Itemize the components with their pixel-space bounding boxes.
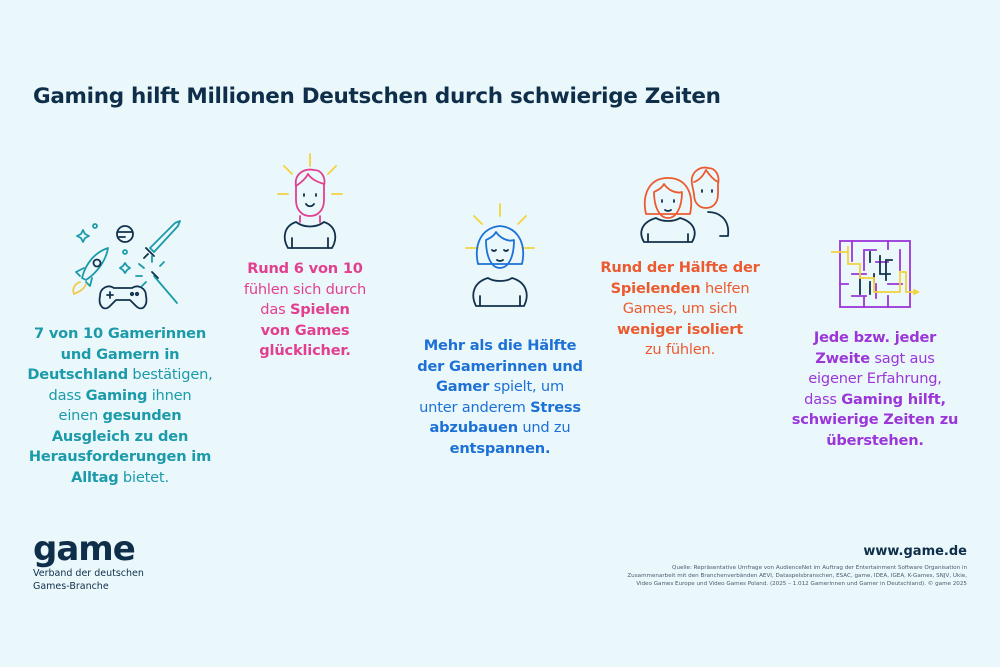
stat-text: Jede bzw. jeder Zweite sagt aus eigener Er… — [780, 328, 970, 451]
stat-line: von Games — [220, 321, 390, 342]
emphasis-text: Jede bzw. jeder — [813, 329, 937, 346]
body-text: fühlen sich durch — [243, 280, 367, 298]
emphasis-text: Ausgleich zu den — [51, 427, 189, 445]
body-text: spielt, um — [489, 378, 565, 395]
stat-line: unter anderem Stress — [400, 398, 600, 419]
stat-line: 7 von 10 Gamerinnen — [0, 324, 240, 345]
body-text: bietet. — [118, 468, 169, 486]
emphasis-text: glücklicher. — [259, 342, 351, 359]
emphasis-text: Herausforderungen im — [28, 448, 212, 465]
body-text: sagt aus — [869, 349, 935, 367]
stat-line: schwierige Zeiten zu — [780, 410, 970, 431]
emphasis-text: der Gamerinnen und — [417, 357, 583, 375]
body-text: einen — [58, 407, 103, 424]
emphasis-text: von Games — [260, 321, 350, 339]
stat-line: der Gamerinnen und — [400, 357, 600, 378]
stat-line: einen gesunden — [0, 406, 240, 427]
stat-line: entspannen. — [400, 439, 600, 460]
stat-text: 7 von 10 Gamerinnen und Gamern in Deutschl… — [0, 324, 240, 488]
emphasis-text: Gaming hilft, — [841, 390, 946, 408]
stat-line: Zweite sagt aus — [780, 349, 970, 370]
logo-wordmark: game — [33, 529, 136, 569]
emphasis-text: abzubauen — [429, 419, 519, 436]
gaming-items-icon — [72, 220, 181, 310]
body-text: das — [260, 301, 290, 318]
stat-line: Deutschland bestätigen, — [0, 365, 240, 386]
stat-line: Games, um sich — [590, 299, 770, 320]
emphasis-text: überstehen. — [826, 431, 924, 449]
maze-icon — [831, 240, 920, 308]
body-text: dass — [804, 390, 842, 408]
body-text: Games, um sich — [622, 300, 738, 317]
stat-line: dass Gaming hilft, — [780, 390, 970, 411]
happy-man-icon — [277, 153, 343, 249]
body-text: zu fühlen. — [644, 341, 716, 358]
body-text: ihnen — [147, 386, 192, 404]
emphasis-text: Rund 6 von 10 — [247, 260, 363, 277]
stat-line: Gamer spielt, um — [400, 377, 600, 398]
logo-subtitle-line-2: Games-Branche — [33, 580, 109, 592]
logo-subtitle-line-1: Verband der deutschen — [33, 568, 144, 579]
stat-text: Rund 6 von 10 fühlen sich durch das Spiele… — [220, 259, 390, 362]
stat-line: eigener Erfahrung, — [780, 369, 970, 390]
stat-line: Rund 6 von 10 — [220, 259, 390, 280]
stat-line: Mehr als die Hälfte — [400, 336, 600, 357]
website-link[interactable]: www.game.de — [863, 544, 967, 559]
emphasis-text: Gamer — [436, 378, 490, 395]
body-text: dass — [48, 386, 86, 404]
emphasis-text: Alltag — [71, 468, 119, 486]
stat-line: weniger isoliert — [590, 320, 770, 341]
stat-line: überstehen. — [780, 431, 970, 452]
stat-line: Jede bzw. jeder — [780, 328, 970, 349]
source-line-2: Zusammenarbeit mit den Branchenverbänden… — [627, 573, 967, 580]
emphasis-text: Spielenden — [610, 279, 701, 297]
source-line-3: Video Games Europe und Video Games Polan… — [636, 581, 967, 588]
two-people-icon — [640, 166, 730, 243]
stat-line: Ausgleich zu den — [0, 427, 240, 448]
body-text: helfen — [700, 279, 750, 297]
stat-line: zu fühlen. — [590, 340, 770, 361]
emphasis-text: Rund der Hälfte der — [600, 259, 760, 276]
emphasis-text: 7 von 10 Gamerinnen — [33, 325, 207, 342]
relaxed-woman-icon — [465, 203, 535, 307]
body-text: unter anderem — [419, 398, 531, 416]
emphasis-text: weniger isoliert — [617, 320, 743, 338]
stat-line: das Spielen — [220, 300, 390, 321]
body-text: bestätigen, — [127, 366, 213, 383]
game-logo: game Verband der deutschen Games-Branche — [33, 532, 144, 593]
stat-line: Herausforderungen im — [0, 447, 240, 468]
stat-line: fühlen sich durch — [220, 280, 390, 301]
stat-line: Alltag bietet. — [0, 468, 240, 489]
emphasis-text: Gaming — [85, 386, 148, 404]
body-text: und zu — [517, 419, 571, 436]
stat-line: glücklicher. — [220, 341, 390, 362]
emphasis-text: und Gamern in — [60, 345, 180, 363]
source-note: Quelle: Repräsentative Umfrage von Audie… — [547, 564, 967, 589]
stat-text: Rund der Hälfte der Spielenden helfen Game… — [590, 258, 770, 361]
emphasis-text: Spielen — [289, 301, 350, 318]
page-title: Gaming hilft Millionen Deutschen durch s… — [33, 84, 721, 109]
stat-line: Rund der Hälfte der — [590, 258, 770, 279]
emphasis-text: entspannen. — [449, 439, 551, 457]
stat-text: Mehr als die Hälfte der Gamerinnen und Gam… — [400, 336, 600, 459]
emphasis-text: Mehr als die Hälfte — [423, 337, 577, 354]
body-text: eigener Erfahrung, — [808, 370, 942, 387]
emphasis-text: Deutschland — [27, 366, 128, 383]
stat-line: abzubauen und zu — [400, 418, 600, 439]
emphasis-text: gesunden — [102, 407, 182, 424]
source-line-1: Quelle: Repräsentative Umfrage von Audie… — [672, 565, 967, 571]
stat-line: und Gamern in — [0, 345, 240, 366]
stat-line: Spielenden helfen — [590, 279, 770, 300]
stat-line: dass Gaming ihnen — [0, 386, 240, 407]
emphasis-text: schwierige Zeiten zu — [791, 411, 959, 428]
emphasis-text: Zweite — [815, 349, 870, 367]
emphasis-text: Stress — [530, 398, 581, 416]
